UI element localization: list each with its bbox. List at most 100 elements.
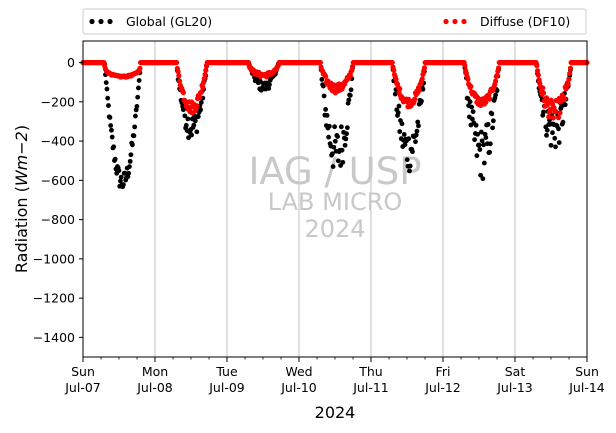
data-point (487, 149, 492, 155)
data-point (490, 125, 495, 131)
data-point (552, 108, 559, 114)
data-point (393, 76, 399, 82)
data-point (534, 68, 541, 74)
data-point (557, 110, 563, 116)
data-point (137, 65, 143, 71)
data-point (338, 124, 344, 130)
series-diffuse (80, 59, 590, 121)
y-tick-label: −400 (41, 134, 75, 149)
x-gridlines (154, 41, 516, 357)
data-point (489, 111, 495, 117)
data-point (553, 144, 558, 150)
data-point (349, 63, 356, 70)
data-point (406, 136, 412, 142)
data-point (412, 96, 418, 102)
x-tick-label-day: Thu (358, 364, 382, 379)
data-point (323, 73, 329, 79)
data-point (198, 107, 203, 113)
data-point (391, 67, 397, 73)
data-point (317, 59, 323, 66)
data-point (415, 119, 421, 125)
data-point (473, 122, 479, 128)
data-point (134, 104, 140, 109)
data-point (107, 115, 113, 120)
data-point (468, 83, 474, 90)
data-point (130, 142, 135, 148)
data-point (133, 113, 138, 119)
y-tick-label: 0 (67, 55, 75, 70)
data-point (343, 136, 349, 142)
data-point (419, 76, 425, 82)
data-point (561, 95, 568, 101)
data-point (347, 73, 353, 79)
x-tick-label-day: Sun (71, 364, 95, 379)
data-point (487, 141, 493, 147)
data-point (330, 164, 336, 169)
data-point (331, 144, 337, 150)
data-point (194, 129, 200, 135)
x-tick-label-day: Fri (436, 364, 451, 379)
y-tick-label: −800 (41, 212, 75, 227)
data-point (326, 123, 332, 129)
legend-label-diffuse: Diffuse (DF10) (480, 14, 570, 29)
data-point (421, 65, 428, 71)
data-point (475, 131, 481, 137)
data-point (121, 182, 126, 188)
data-point (495, 65, 502, 71)
x-tick-label-date: Jul-12 (424, 380, 461, 395)
data-point (126, 170, 132, 176)
data-point (323, 107, 329, 112)
data-point (404, 157, 410, 163)
x-tick-label-date: Jul-07 (64, 380, 101, 395)
data-point (346, 97, 352, 103)
data-point (477, 147, 483, 152)
data-point (109, 134, 115, 140)
data-point (136, 78, 142, 83)
data-point (414, 128, 420, 134)
y-tick-label: −1200 (33, 291, 75, 306)
legend-label-global: Global (GL20) (126, 14, 212, 29)
data-point (413, 132, 419, 138)
data-point (202, 71, 208, 78)
data-point (546, 114, 552, 120)
data-point (540, 90, 547, 96)
data-point (493, 92, 498, 98)
x-tick-label-day: Tue (215, 364, 238, 379)
data-point (550, 130, 555, 136)
legend-marker-global (89, 18, 113, 25)
data-point (174, 59, 180, 66)
data-point (324, 113, 330, 118)
data-point (108, 123, 114, 128)
data-point (183, 122, 189, 128)
data-point (118, 178, 123, 184)
data-point (397, 86, 403, 92)
data-point (480, 176, 486, 182)
data-point (552, 135, 558, 141)
data-point (116, 168, 122, 173)
data-point (195, 114, 201, 119)
data-point (565, 81, 571, 87)
data-point (131, 133, 137, 139)
data-point (332, 138, 338, 144)
data-point (127, 158, 133, 164)
data-point (478, 172, 484, 178)
data-point (540, 85, 546, 91)
data-point (201, 76, 207, 82)
data-point (112, 156, 118, 162)
data-point (490, 118, 496, 124)
y-tick-label: −600 (41, 173, 75, 188)
watermark-line-3: 2024 (304, 215, 365, 243)
legend: Global (GL20) Diffuse (DF10) (82, 8, 587, 35)
data-point (476, 142, 482, 148)
data-point (332, 124, 337, 130)
data-point (555, 115, 562, 121)
data-point (395, 110, 401, 115)
data-point (197, 94, 203, 101)
data-point (320, 83, 326, 89)
legend-frame (82, 8, 587, 35)
data-point (127, 164, 132, 170)
y-tick-label: −200 (41, 94, 75, 109)
x-tick-label-date: Jul-08 (136, 380, 173, 395)
data-point (200, 84, 206, 90)
data-point (347, 92, 353, 98)
